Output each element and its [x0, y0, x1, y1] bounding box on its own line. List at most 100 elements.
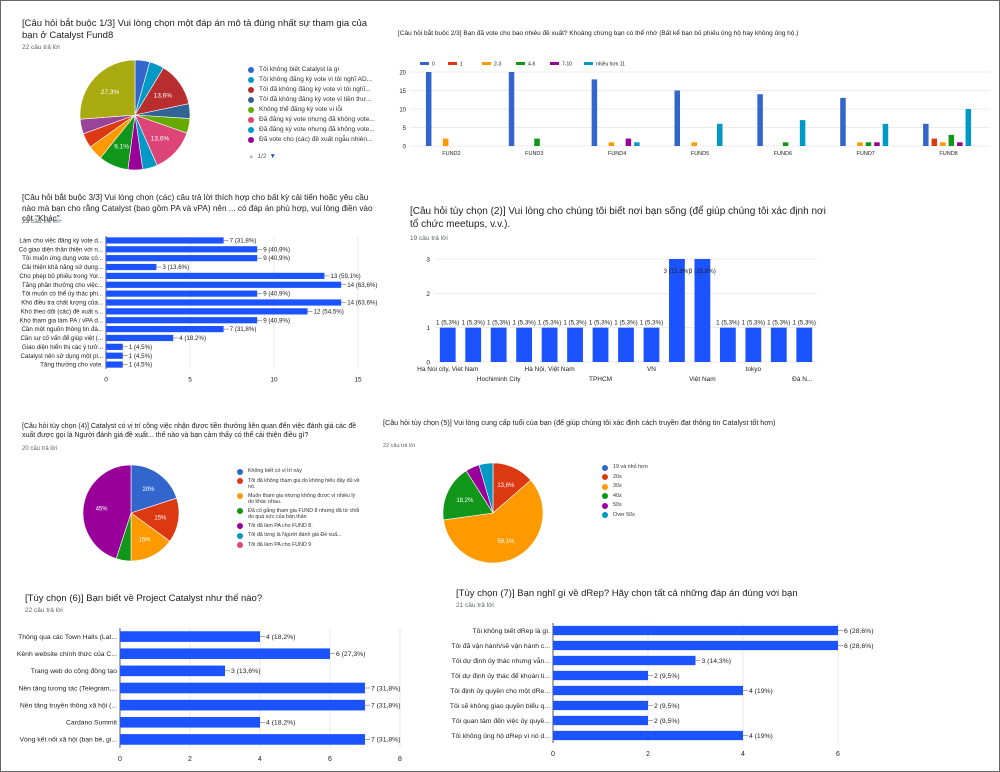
q6-slice — [443, 479, 543, 563]
q5-legend-item: Muốn tham gia nhưng không được vì nhiều … — [237, 493, 362, 505]
q8-category-label: Tôi đã vận hành/sẽ vận hành c... — [451, 643, 550, 650]
q4-bar — [541, 327, 558, 362]
q2-bar-chart: 0 5 10 15 20 0 1 2-3 4-6 7-10 nhiều hơn 11 FUND2 FUN… — [399, 62, 990, 157]
q5-legend-label: Đã cố gắng tham gia FUND 8 nhưng đã từ c… — [248, 507, 360, 520]
q5-legend-label: Tôi đã không tham gia do không hiểu đầy … — [248, 477, 360, 490]
q7-category-label: Cardano Summit — [66, 720, 117, 727]
q2-x-tick: FUND2 — [442, 151, 460, 157]
q4-y-tick: 3 — [426, 257, 430, 264]
q1-pie-chart: 13,6% 13,6% 9,1% 27,3% — [80, 60, 190, 170]
q6-legend-label: 20s — [613, 473, 622, 480]
q5-legend-item: Không biết có vị trí này — [237, 468, 362, 475]
q8-bar — [553, 730, 743, 741]
q2-bar — [634, 142, 640, 146]
q6-slice-label: 13,6% — [497, 483, 515, 489]
q3-category-label: Giao diện hiển thị các ý tưở... — [22, 344, 103, 351]
q4-x-tick: Hà Nội, Việt Nam — [525, 366, 575, 373]
q5-legend-item: Đã cố gắng tham gia FUND 8 nhưng đã từ c… — [237, 508, 362, 520]
q1-legend-item: Đã đăng ký vote nhưng đã không vote... — [248, 116, 383, 123]
q8-bar — [553, 640, 838, 651]
q7-x-tick: 0 — [118, 756, 122, 763]
q1-pager[interactable]: ▲ 1/2 ▼ — [248, 153, 276, 160]
q6-legend-item: 30s — [602, 483, 692, 490]
q3-bar — [106, 263, 157, 271]
q3-category-label: Tôi muốn ứng dụng vote có... — [22, 255, 103, 262]
q1-legend-label: Tôi đã không đăng ký vote vì tiền thư... — [259, 96, 372, 103]
q3-category-label: Làm cho việc đăng ký vote d... — [19, 238, 103, 245]
q2-legend-label: nhiều hơn 11 — [596, 62, 625, 68]
q3-responses: 22 câu trả lời — [22, 218, 60, 225]
q7-bar-label: 7 (31,8%) — [371, 702, 400, 709]
q8-bar — [553, 715, 648, 726]
q3-category-label: Khó tham gia làm PA / vPA d... — [20, 317, 104, 324]
q2-bar — [931, 138, 938, 146]
q3-bar — [106, 281, 342, 288]
q2-bar — [923, 123, 929, 146]
panel-q5: [Câu hỏi tùy chọn (4)] Catalyst có vị tr… — [0, 410, 390, 580]
q6-legend-label: 50s — [613, 502, 622, 508]
q4-bar — [669, 259, 685, 362]
q7-x-tick: 2 — [188, 756, 192, 763]
q8-x-tick: 2 — [646, 751, 650, 758]
q7-category-label: Nền tảng tương tác (Telegram,... — [18, 683, 117, 692]
panel-q1: [Câu hỏi bắt buộc 1/3] Vui lòng chọn một… — [0, 0, 390, 185]
q2-legend-swatch — [516, 62, 525, 65]
q3-bar — [106, 246, 258, 253]
q5-legend-label: Tôi đã làm PA cho FUND 8. — [248, 522, 313, 529]
q6-legend-item: 20s — [602, 473, 692, 480]
q1-legend-swatch — [248, 96, 254, 103]
q4-bar — [490, 327, 507, 362]
q2-x-tick: FUND3 — [525, 151, 543, 157]
q4-bar — [745, 327, 762, 362]
q4-bar-label: 1 (5,3%) — [589, 320, 612, 327]
q1-legend-label: Đã vote cho (các) đề xuất ngẫu nhiên... — [259, 136, 373, 143]
q1-legend-label: Tôi đã không đăng ký vote vì tôi nghĩ... — [259, 86, 371, 93]
q8-bar-label: 2 (9,5%) — [654, 718, 680, 725]
q2-legend-swatch — [550, 62, 559, 65]
q5-legend-item: Tôi đã từng là Người đánh giá Đề xuấ... — [237, 532, 362, 539]
q2-y-tick: 10 — [399, 108, 406, 114]
next-page-icon[interactable]: ▼ — [269, 153, 276, 160]
q7-category-label: Kênh website chính thức của C... — [17, 650, 117, 658]
q5-legend-swatch — [237, 478, 243, 484]
q4-bar-label: 1 (5,3%) — [512, 320, 535, 327]
q2-y-tick: 0 — [403, 145, 407, 151]
q1-legend-label: Không thể đăng ký vote vì lỗi — [259, 106, 343, 113]
q3-bar — [106, 343, 123, 350]
q1-legend-swatch — [248, 136, 254, 143]
q7-bar — [120, 699, 365, 711]
q2-bar — [591, 79, 598, 146]
q1-legend-item: Không thể đăng ký vote vì lỗi — [248, 106, 383, 113]
panel-q7: [Tùy chọn (6)] Bạn biết về Project Catal… — [0, 580, 440, 770]
q3-x-tick: 5 — [188, 377, 192, 384]
q8-bar — [553, 655, 696, 666]
q1-legend-item: Đã vote cho (các) đề xuất ngẫu nhiên... — [248, 136, 383, 143]
q7-bar — [120, 734, 365, 745]
panel-q4: [Câu hỏi tùy chọn (2)] Vui lòng cho chún… — [390, 185, 1000, 410]
q3-bar — [106, 317, 258, 324]
q8-bar-label: 6 (28,6%) — [844, 628, 873, 635]
q3-category-label: Cần sự cố vấn để giúp việt (... — [20, 335, 103, 342]
q4-y-tick: 0 — [426, 360, 430, 367]
q4-x-tick: VN — [647, 366, 656, 373]
q2-legend-swatch — [448, 62, 457, 65]
q5-pie-chart: 20% 15% 15% 45% — [83, 465, 179, 561]
prev-page-icon[interactable]: ▲ — [248, 153, 255, 160]
q5-legend-label: Không biết có vị trí này — [248, 468, 302, 474]
q6-pie-chart: 13,6% 59,1% 18,2% — [443, 463, 543, 563]
q2-bar — [674, 90, 680, 146]
q5-slice-label: 15% — [139, 538, 152, 544]
q8-bar-label: 6 (28,6%) — [844, 643, 873, 650]
q3-bar-label: 14 (63,6%) — [347, 282, 377, 289]
q2-bar — [865, 142, 872, 146]
q2-bar — [948, 134, 955, 146]
q3-bar — [106, 352, 123, 359]
q2-bar — [608, 142, 615, 146]
q8-bar-chart: 0 2 4 6 Tôi không biết dRep là gì. 6 (28,6%) T… — [450, 623, 873, 758]
q2-bar — [965, 109, 972, 146]
q2-bar — [508, 72, 515, 146]
q6-slice — [478, 463, 494, 514]
q5-slice-label: 15% — [154, 516, 167, 522]
q5-legend-label: Tôi đã làm PA cho FUND 9 — [248, 541, 312, 548]
